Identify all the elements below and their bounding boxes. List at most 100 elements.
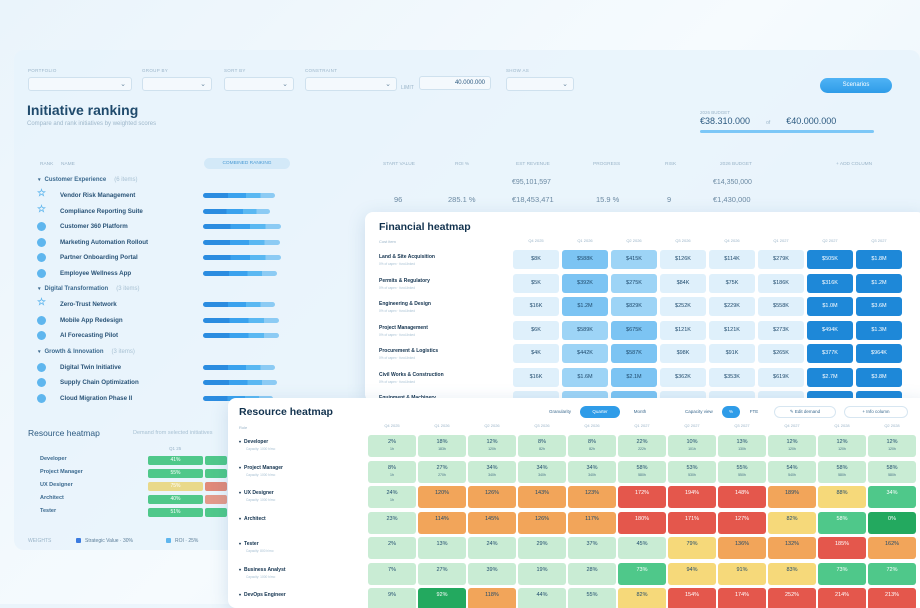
granularity-quarter[interactable]: Quarter: [580, 406, 620, 418]
resource-cell[interactable]: 213%: [868, 588, 916, 608]
filter-select[interactable]: ⌄: [506, 77, 574, 91]
resource-cell[interactable]: 132%: [768, 537, 816, 559]
resource-cell[interactable]: 39%: [468, 562, 516, 585]
financial-cell[interactable]: $316K: [807, 273, 853, 293]
resource-mini-cell[interactable]: 55%: [148, 469, 203, 478]
col-rank[interactable]: RANK: [40, 162, 54, 167]
financial-cell[interactable]: $252K: [660, 297, 706, 316]
col-risk[interactable]: RISK: [665, 162, 677, 167]
financial-cell[interactable]: [709, 391, 755, 402]
financial-cell[interactable]: $1.0M: [807, 297, 853, 316]
financial-cell[interactable]: $84K: [660, 273, 706, 293]
resource-mini-cell[interactable]: 51%: [148, 508, 203, 517]
resource-cell[interactable]: 34% 340h: [468, 460, 516, 483]
col-budget[interactable]: 2026 BUDGET: [720, 162, 752, 167]
limit-input[interactable]: 40.000.000: [419, 76, 491, 90]
ranking-row[interactable]: Mobile App Redesign: [28, 313, 898, 329]
resource-cell[interactable]: 91%: [718, 562, 766, 585]
resource-cell[interactable]: 55% 550h: [718, 460, 766, 483]
group-header[interactable]: ▾ Digital Transformation (3 items): [28, 281, 898, 297]
financial-cell[interactable]: $362K: [660, 367, 706, 387]
resource-cell[interactable]: 12% 120h: [818, 435, 866, 457]
financial-cell[interactable]: $4K: [513, 344, 559, 363]
col-revenue[interactable]: EST REVENUE: [516, 162, 550, 167]
ranking-row[interactable]: AI Forecasting Pilot: [28, 328, 898, 344]
resource-cell[interactable]: 18% 183h: [418, 435, 466, 457]
resource-cell[interactable]: 120%: [418, 486, 466, 508]
resource-cell[interactable]: 72%: [868, 562, 916, 585]
resource-cell[interactable]: 2%: [368, 537, 416, 559]
filter-select[interactable]: ⌄: [142, 77, 212, 91]
financial-cell[interactable]: $442K: [562, 344, 608, 363]
group-header[interactable]: ▾ Customer Experience (6 items): [28, 172, 898, 188]
financial-cell[interactable]: $588K: [562, 250, 608, 269]
financial-cell[interactable]: [660, 391, 706, 402]
info-column-button[interactable]: + Info column: [844, 406, 908, 418]
resource-cell[interactable]: 8% 82h: [518, 435, 566, 457]
financial-cell[interactable]: $964K: [856, 344, 902, 363]
financial-cell[interactable]: $3.6M: [856, 297, 902, 316]
resource-cell[interactable]: 174%: [718, 588, 766, 608]
resource-cell[interactable]: 252%: [768, 588, 816, 608]
col-combined-ranking[interactable]: COMBINED RANKING: [204, 158, 290, 169]
resource-cell[interactable]: 194%: [668, 486, 716, 508]
financial-cell[interactable]: $121K: [709, 320, 755, 340]
financial-cell[interactable]: $589K: [562, 320, 608, 340]
resource-cell[interactable]: 28%: [568, 562, 616, 585]
filter-select[interactable]: ⌄: [28, 77, 132, 91]
financial-cell[interactable]: $114K: [709, 250, 755, 269]
role-row-label[interactable]: ▾ Tester Capacity: 800 h/mo: [239, 541, 273, 553]
ranking-row[interactable]: Supply Chain Optimization: [28, 375, 898, 391]
resource-cell[interactable]: 82%: [768, 511, 816, 534]
resource-cell[interactable]: 114%: [418, 511, 466, 534]
financial-cell[interactable]: $16K: [513, 367, 559, 387]
financial-cell[interactable]: $829K: [611, 297, 657, 316]
resource-cell[interactable]: 127%: [718, 511, 766, 534]
resource-cell[interactable]: 0%: [868, 511, 916, 534]
financial-cell[interactable]: $392K: [562, 273, 608, 293]
role-row-label[interactable]: ▾ Business Analyst Capacity: 1000 h/mo: [239, 567, 286, 579]
financial-cell[interactable]: $3.8M: [856, 367, 902, 387]
col-progress[interactable]: PROGRESS: [593, 162, 621, 167]
resource-cell[interactable]: 53% 530h: [668, 460, 716, 483]
financial-cell[interactable]: [758, 391, 804, 402]
resource-cell[interactable]: 123%: [568, 486, 616, 508]
ranking-row[interactable]: ☆ Compliance Reporting Suite: [28, 204, 898, 220]
financial-cell[interactable]: $377K: [807, 344, 853, 363]
financial-cell[interactable]: $587K: [611, 344, 657, 363]
resource-cell[interactable]: 45%: [618, 537, 666, 559]
ranking-row[interactable]: ☆ Vendor Risk Management: [28, 188, 898, 204]
financial-cell[interactable]: [513, 391, 559, 402]
resource-cell[interactable]: 88%: [818, 486, 866, 508]
resource-cell[interactable]: 27% 270h: [418, 460, 466, 483]
resource-cell[interactable]: 148%: [718, 486, 766, 508]
resource-cell[interactable]: 189%: [768, 486, 816, 508]
ranking-row[interactable]: ☆ Zero-Trust Network: [28, 297, 898, 313]
resource-cell[interactable]: 22% 222h: [618, 435, 666, 457]
resource-cell[interactable]: 136%: [718, 537, 766, 559]
resource-cell[interactable]: 29%: [518, 537, 566, 559]
financial-cell[interactable]: $505K: [807, 250, 853, 269]
scenarios-button[interactable]: Scenarios: [820, 78, 892, 93]
resource-cell[interactable]: 24% 1h: [368, 486, 416, 508]
resource-cell[interactable]: 73%: [818, 562, 866, 585]
financial-cell[interactable]: $186K: [758, 273, 804, 293]
resource-cell[interactable]: 118%: [468, 588, 516, 608]
col-start-value[interactable]: START VALUE: [383, 162, 415, 167]
financial-cell[interactable]: $126K: [660, 250, 706, 269]
resource-cell[interactable]: 58% 580h: [618, 460, 666, 483]
resource-cell[interactable]: 12% 120h: [468, 435, 516, 457]
resource-cell[interactable]: 145%: [468, 511, 516, 534]
financial-cell[interactable]: $1.6M: [562, 367, 608, 387]
ranking-row[interactable]: Partner Onboarding Portal: [28, 250, 898, 266]
financial-cell[interactable]: $98K: [660, 344, 706, 363]
financial-cell[interactable]: [856, 391, 902, 402]
financial-cell[interactable]: $279K: [758, 250, 804, 269]
resource-cell[interactable]: 9%: [368, 588, 416, 608]
resource-mini-cell[interactable]: [205, 495, 227, 504]
financial-cell[interactable]: $558K: [758, 297, 804, 316]
resource-cell[interactable]: 8% 82h: [568, 435, 616, 457]
role-row-label[interactable]: ▾ UX Designer Capacity: 1000 h/mo: [239, 490, 275, 502]
resource-cell[interactable]: 13% 130h: [718, 435, 766, 457]
resource-cell[interactable]: 92%: [418, 588, 466, 608]
